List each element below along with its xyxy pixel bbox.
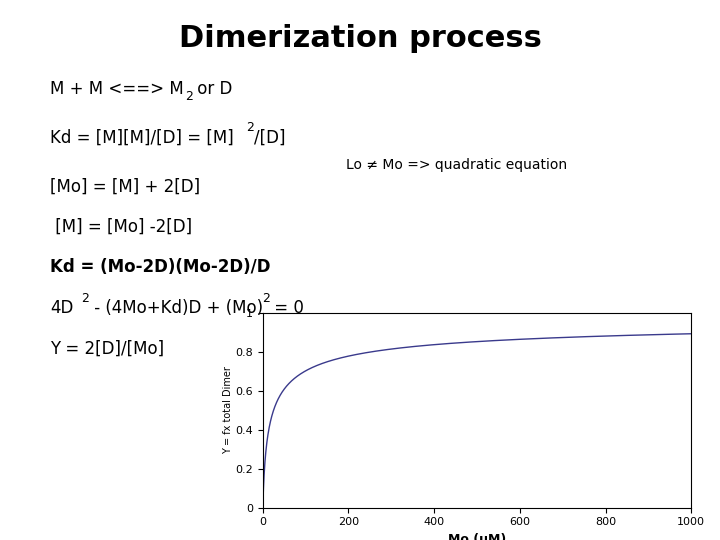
Text: Y = 2[D]/[Mo]: Y = 2[D]/[Mo] xyxy=(50,339,165,357)
Text: Dimerization process: Dimerization process xyxy=(179,24,541,53)
X-axis label: Mo (uM): Mo (uM) xyxy=(448,533,506,540)
Text: or D: or D xyxy=(192,80,233,98)
Text: /[D]: /[D] xyxy=(254,129,286,147)
Text: - (4Mo+Kd)D + (Mo): - (4Mo+Kd)D + (Mo) xyxy=(89,299,263,317)
Text: 2: 2 xyxy=(185,90,193,103)
Text: = 0: = 0 xyxy=(269,299,304,317)
Text: 4D: 4D xyxy=(50,299,73,317)
Text: M + M <==> D; Kd = 25 uM: M + M <==> D; Kd = 25 uM xyxy=(363,369,544,382)
Text: 2: 2 xyxy=(262,292,270,305)
Text: Kd = [M][M]/[D] = [M]: Kd = [M][M]/[D] = [M] xyxy=(50,129,234,147)
Text: Lo ≠ Mo => quadratic equation: Lo ≠ Mo => quadratic equation xyxy=(346,158,567,172)
Y-axis label: Y = fx total Dimer: Y = fx total Dimer xyxy=(222,367,233,454)
Text: 2: 2 xyxy=(81,292,89,305)
Text: [Mo] = [M] + 2[D]: [Mo] = [M] + 2[D] xyxy=(50,177,201,195)
Text: M + M <==> M: M + M <==> M xyxy=(50,80,184,98)
Text: [M] = [Mo] -2[D]: [M] = [Mo] -2[D] xyxy=(50,218,192,236)
Text: 2: 2 xyxy=(246,122,254,134)
Text: Kd = (Mo-2D)(Mo-2D)/D: Kd = (Mo-2D)(Mo-2D)/D xyxy=(50,258,271,276)
